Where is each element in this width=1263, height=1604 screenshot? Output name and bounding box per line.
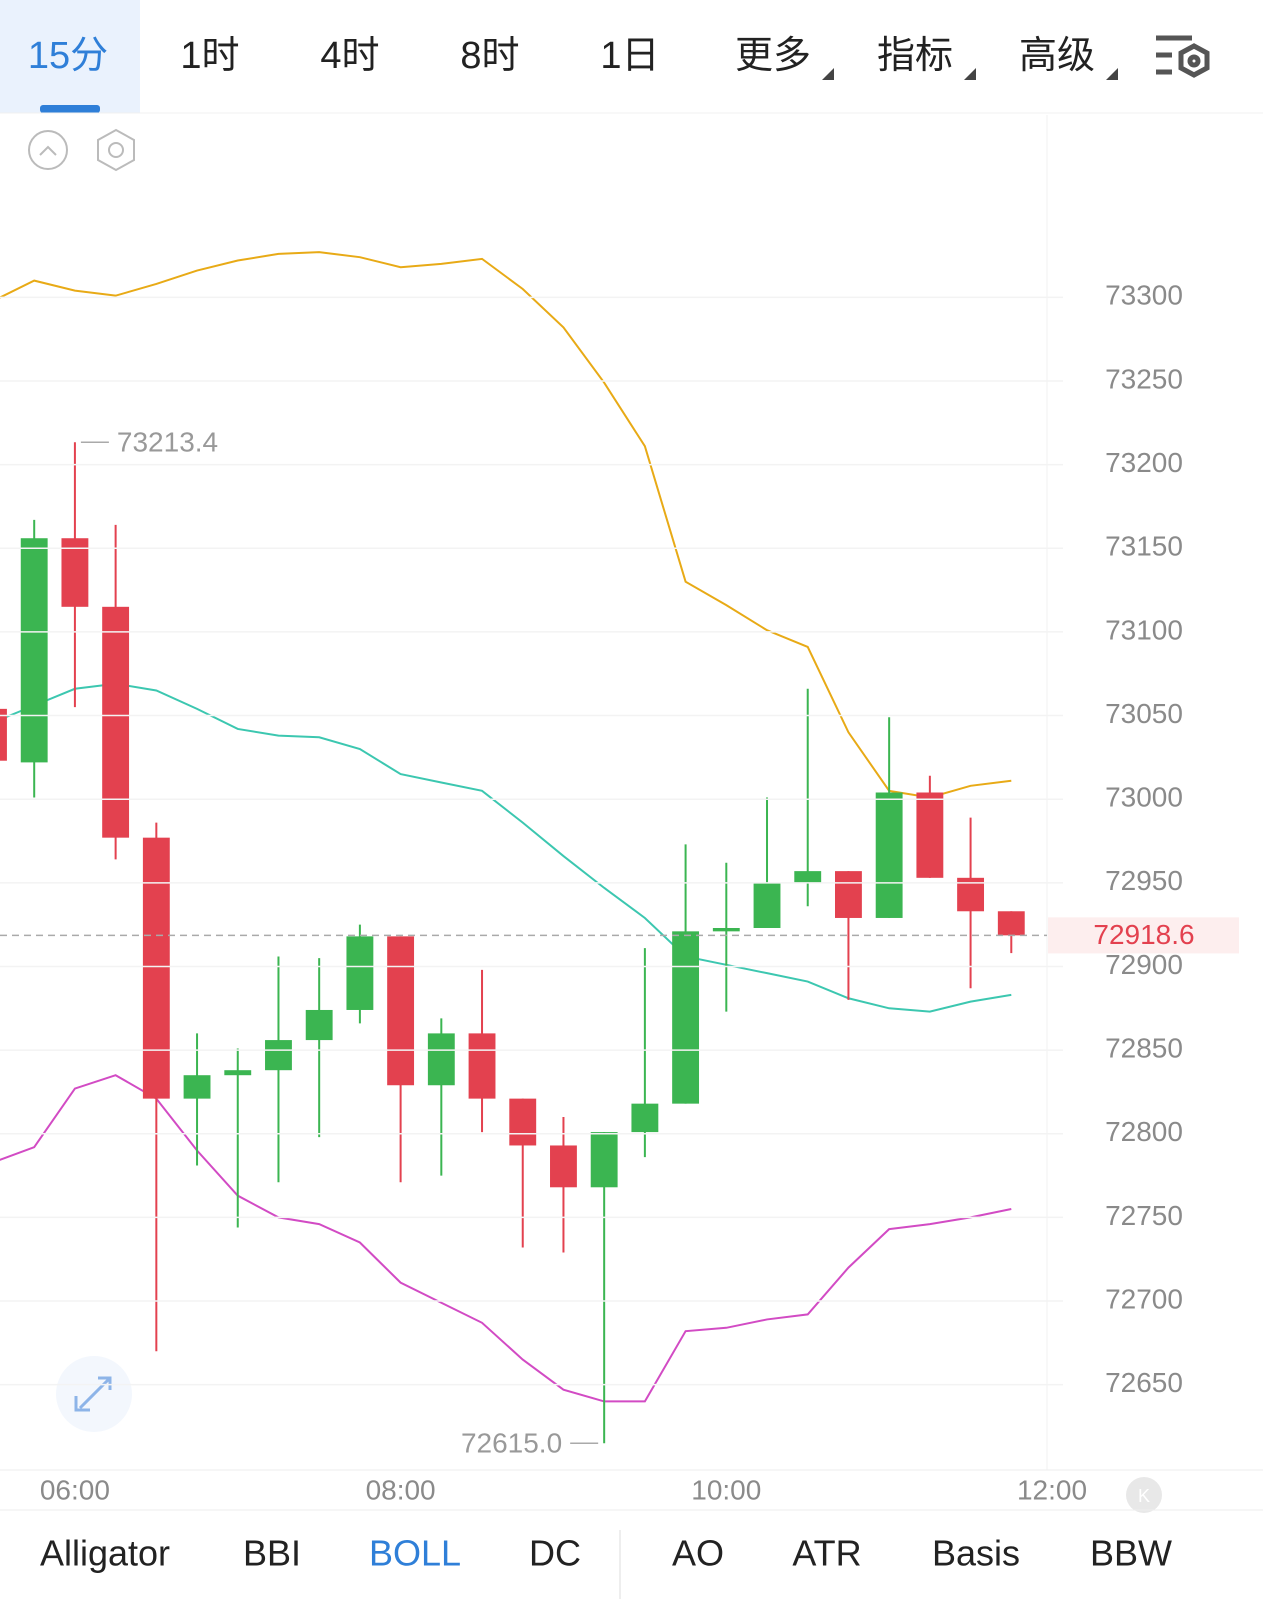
candle-body [916,792,944,878]
indicator-tab[interactable]: AO [672,1533,724,1574]
candle-body [183,1075,211,1099]
y-tick-label: 72650 [1105,1367,1183,1398]
candle-body [875,792,903,918]
candle-body [305,1009,333,1041]
indicator-tab[interactable]: Alligator [40,1533,170,1574]
settings-hex-icon[interactable] [97,128,135,172]
k-icon[interactable] [1126,1477,1162,1513]
tab[interactable]: 高级 [1019,35,1095,77]
indicator-tab[interactable]: BBI [243,1533,301,1574]
candle-body [142,837,170,1099]
y-tick-label: 72700 [1105,1283,1183,1314]
expand-icon[interactable] [56,1356,132,1432]
indicator-tab[interactable]: ATR [792,1533,861,1574]
last-price-box [1048,917,1239,954]
x-tick-label: 10:00 [691,1474,761,1505]
x-tick-label: 12:00 [1017,1474,1087,1505]
y-tick-label: 73000 [1105,782,1183,813]
y-tick-label: 72750 [1105,1200,1183,1231]
candle-body [61,538,89,607]
bollinger-band [0,682,1012,1013]
candle-body [468,1033,496,1099]
x-tick-label: 08:00 [366,1474,436,1505]
tab[interactable]: 15分 [28,35,108,77]
indicator-tab[interactable]: BOLL [369,1533,461,1574]
tab[interactable]: 8时 [460,35,519,77]
indicator-tab[interactable]: BBW [1090,1533,1172,1574]
tab[interactable]: 4时 [320,35,379,77]
bollinger-band [0,251,1012,799]
y-tick-label: 72950 [1105,865,1183,896]
candle-body [102,606,130,838]
y-tick-label: 73250 [1105,363,1183,394]
tab[interactable]: 1日 [600,35,659,77]
candle-body [672,931,700,1104]
y-tick-label: 73300 [1105,280,1183,311]
tab-indicator [40,105,100,113]
candle-body [550,1145,577,1188]
settings-icon[interactable] [1156,35,1210,78]
y-tick-label: 72900 [1105,949,1183,980]
candle-body [997,911,1025,936]
candle-body [0,708,7,761]
tab[interactable]: 更多 [735,35,811,77]
candle-body [753,882,781,928]
collapse-icon[interactable] [28,130,68,170]
y-tick-label: 73050 [1105,698,1183,729]
candle-body [387,936,415,1086]
y-tick-label: 73200 [1105,447,1183,478]
y-tick-label: 72850 [1105,1033,1183,1064]
candle-body [265,1040,292,1071]
min-label: 72615.0 [461,1428,562,1459]
candle-body [509,1098,537,1146]
candle-body [590,1132,618,1188]
k-icon-glyph: K [1138,1486,1150,1506]
candle-body [794,871,822,883]
tab[interactable]: 指标 [877,35,953,77]
y-tick-label: 73100 [1105,614,1183,645]
x-tick-label: 06:00 [40,1474,110,1505]
candle-body [427,1033,455,1086]
candle-body [224,1070,252,1076]
candle-body [712,928,740,932]
indicator-tab[interactable]: DC [529,1533,581,1574]
candle-body [835,871,862,918]
dropdown-triangle [1106,68,1118,80]
y-tick-label: 72800 [1105,1116,1183,1147]
plot-area [0,251,1025,1444]
candle-body [20,538,48,763]
y-tick-label: 73150 [1105,531,1183,562]
candle-body [346,936,374,1010]
candle-body [631,1103,659,1133]
indicator-tab[interactable]: Basis [932,1533,1020,1574]
tab[interactable]: 1时 [180,35,239,77]
selected-tab-bg [0,0,140,113]
max-label: 73213.4 [117,427,218,458]
dropdown-triangle [964,68,976,80]
bollinger-band [0,1074,1012,1403]
dropdown-triangle [822,68,834,80]
last-price-label: 72918.6 [1093,919,1194,950]
